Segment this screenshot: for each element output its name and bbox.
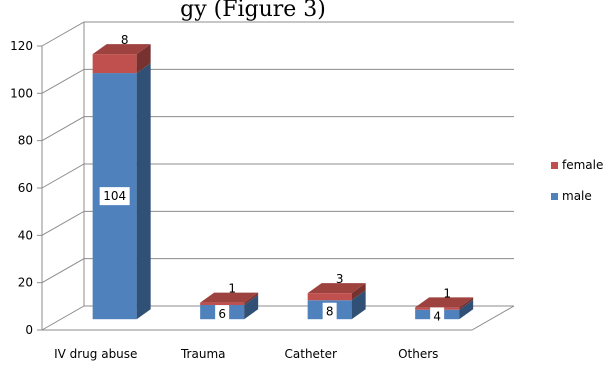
legend-item-male: male xyxy=(551,189,592,203)
legend-label: female xyxy=(562,158,603,172)
data-label-text: 8 xyxy=(326,305,334,319)
bar-side xyxy=(351,290,366,320)
bar-front xyxy=(307,293,352,301)
bar-side xyxy=(244,292,259,305)
gridline xyxy=(41,21,514,47)
bar-front xyxy=(92,54,137,74)
data-label-male-4: 4 xyxy=(430,307,445,326)
bar-side xyxy=(351,283,366,301)
y-tick-label: 100 xyxy=(10,86,33,100)
data-label-male-3: 8 xyxy=(322,302,337,321)
x-category-label: Others xyxy=(398,347,438,361)
y-tick-label: 80 xyxy=(18,134,33,148)
data-label-male-2: 6 xyxy=(215,305,230,324)
bar-top xyxy=(92,44,151,55)
bar-side xyxy=(459,297,474,310)
figure-caption-fragment: gy (Figure 3) xyxy=(180,0,326,22)
data-label-text: 3 xyxy=(336,272,344,286)
x-category-label: Catheter xyxy=(285,347,338,361)
data-label-text: 1 xyxy=(443,286,451,300)
bar-female-1 xyxy=(92,44,151,74)
bar-top xyxy=(307,283,366,294)
y-tick-label: 60 xyxy=(18,181,33,195)
bar-side xyxy=(244,295,259,320)
data-label-female-2: 1 xyxy=(228,282,236,296)
data-label-female-3: 3 xyxy=(336,272,344,286)
y-tick-label: 0 xyxy=(25,323,33,337)
data-label-text: 4 xyxy=(433,309,441,323)
legend: female male xyxy=(551,158,603,203)
data-label-box xyxy=(99,187,130,206)
bar-side xyxy=(136,63,151,320)
data-label-box xyxy=(322,302,337,321)
bar-female-3 xyxy=(307,283,366,301)
legend-item-female: female xyxy=(551,158,603,172)
data-label-box xyxy=(215,305,230,324)
data-label-text: 1 xyxy=(228,282,236,296)
legend-label: male xyxy=(562,189,592,203)
bars xyxy=(92,44,474,320)
legend-swatch xyxy=(551,162,558,169)
bar-top xyxy=(200,292,259,303)
y-tick-label: 120 xyxy=(10,39,33,53)
floor-edge xyxy=(42,305,515,331)
data-label-text: 104 xyxy=(103,189,126,203)
data-label-text: 6 xyxy=(218,307,226,321)
y-tick-label: 20 xyxy=(18,276,33,290)
data-label-male-1: 104 xyxy=(99,187,130,206)
bar-top xyxy=(415,297,474,308)
data-label-text: 8 xyxy=(121,33,129,47)
legend-swatch xyxy=(551,193,558,200)
data-label-female-4: 1 xyxy=(443,286,451,300)
bar-female-2 xyxy=(200,292,259,305)
y-tick-label: 40 xyxy=(18,228,33,242)
x-category-label: Trauma xyxy=(180,347,226,361)
x-axis-categories: IV drug abuse Trauma Catheter Others xyxy=(54,347,438,361)
bar-side xyxy=(136,44,151,74)
x-category-label: IV drug abuse xyxy=(54,347,137,361)
data-label-box xyxy=(430,307,445,326)
bar-front xyxy=(200,302,245,305)
data-label-female-1: 8 xyxy=(121,33,129,47)
y-axis-ticks: 0 20 40 60 80 100 120 xyxy=(10,39,42,337)
bar-side xyxy=(459,299,474,320)
